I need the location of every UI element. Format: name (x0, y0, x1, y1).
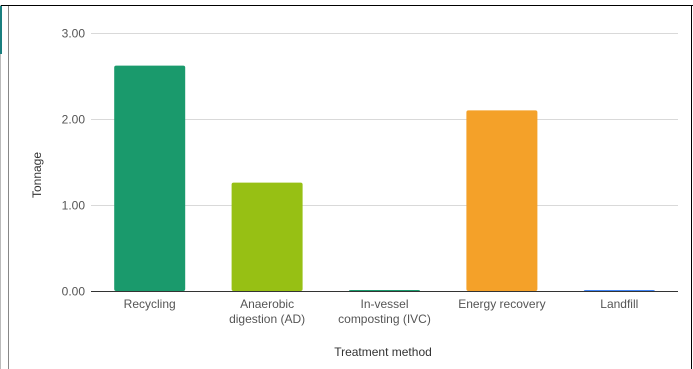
bars (114, 65, 655, 292)
x-tick-label: Recycling (124, 297, 176, 311)
y-tick-label: 1.00 (62, 199, 86, 213)
x-tick-label: Landfill (600, 297, 638, 311)
bar (114, 65, 186, 292)
bar (231, 182, 303, 291)
y-axis-title: Tonnage (30, 152, 44, 198)
bar (349, 290, 420, 291)
y-tick-label: 0.00 (62, 285, 86, 299)
bar (466, 110, 538, 292)
x-axis-title: Treatment method (334, 345, 432, 359)
x-tick-label: Anaerobic (240, 297, 294, 311)
bar (583, 290, 655, 291)
y-tick-label: 3.00 (62, 27, 86, 41)
x-tick-label: Energy recovery (458, 297, 545, 311)
left-accent-strip (0, 6, 2, 54)
gridlines (91, 33, 678, 206)
y-tick-label: 2.00 (62, 113, 86, 127)
y-tick-labels: 0.00 1.00 2.00 3.00 (62, 27, 86, 299)
x-tick-label: composting (IVC) (338, 312, 431, 326)
x-tick-label: In-vessel (360, 297, 408, 311)
x-tick-label: digestion (AD) (229, 312, 305, 326)
